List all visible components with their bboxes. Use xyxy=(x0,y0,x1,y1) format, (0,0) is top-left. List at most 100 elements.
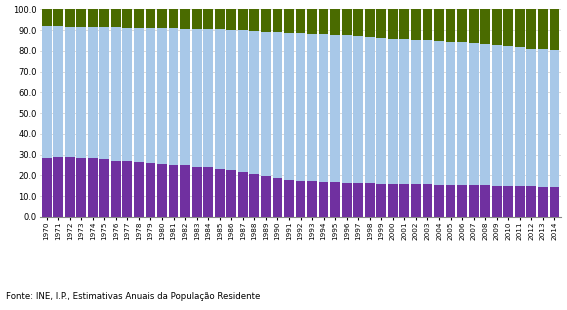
Bar xyxy=(526,49,536,186)
Bar xyxy=(249,31,259,174)
Bar xyxy=(134,9,144,28)
Bar xyxy=(134,162,144,217)
Bar xyxy=(53,26,63,157)
Bar xyxy=(388,38,397,184)
Bar xyxy=(549,187,559,217)
Bar xyxy=(342,183,352,217)
Bar xyxy=(319,9,328,34)
Bar xyxy=(400,184,409,217)
Bar xyxy=(330,35,340,182)
Bar xyxy=(226,170,236,217)
Bar xyxy=(319,182,328,217)
Bar xyxy=(249,9,259,31)
Bar xyxy=(457,185,467,217)
Bar xyxy=(88,27,98,158)
Bar xyxy=(330,9,340,35)
Bar xyxy=(400,39,409,184)
Bar xyxy=(549,50,559,187)
Bar xyxy=(157,28,167,164)
Bar xyxy=(261,176,271,217)
Bar xyxy=(273,9,282,32)
Bar xyxy=(365,9,375,37)
Bar xyxy=(77,27,86,157)
Bar xyxy=(226,30,236,170)
Bar xyxy=(261,9,271,32)
Bar xyxy=(295,181,306,217)
Bar xyxy=(503,46,513,186)
Bar xyxy=(111,27,121,161)
Bar xyxy=(204,29,213,167)
Bar xyxy=(307,9,317,33)
Bar xyxy=(526,9,536,49)
Bar xyxy=(111,161,121,217)
Bar xyxy=(99,159,109,217)
Bar xyxy=(492,186,502,217)
Bar xyxy=(111,9,121,27)
Bar xyxy=(400,9,409,39)
Bar xyxy=(342,9,352,35)
Bar xyxy=(538,9,548,49)
Bar xyxy=(434,41,444,184)
Bar xyxy=(192,9,201,29)
Bar xyxy=(469,185,479,217)
Bar xyxy=(238,30,248,172)
Bar xyxy=(353,9,363,36)
Bar xyxy=(446,42,455,185)
Bar xyxy=(446,9,455,42)
Bar xyxy=(134,28,144,162)
Bar xyxy=(434,9,444,41)
Bar xyxy=(273,178,282,217)
Bar xyxy=(204,167,213,217)
Bar xyxy=(284,179,294,217)
Bar xyxy=(122,9,132,28)
Bar xyxy=(157,9,167,28)
Bar xyxy=(146,163,155,217)
Bar xyxy=(168,29,179,165)
Bar xyxy=(192,166,201,217)
Bar xyxy=(365,183,375,217)
Bar xyxy=(168,165,179,217)
Bar xyxy=(538,49,548,187)
Bar xyxy=(503,186,513,217)
Bar xyxy=(42,9,52,26)
Bar xyxy=(480,44,490,185)
Bar xyxy=(215,9,225,29)
Bar xyxy=(446,185,455,217)
Bar xyxy=(492,45,502,186)
Bar xyxy=(99,9,109,27)
Bar xyxy=(353,36,363,183)
Bar xyxy=(457,42,467,185)
Bar xyxy=(122,28,132,161)
Bar xyxy=(330,182,340,217)
Bar xyxy=(319,34,328,182)
Bar xyxy=(307,33,317,181)
Bar xyxy=(53,9,63,26)
Bar xyxy=(53,157,63,217)
Bar xyxy=(434,184,444,217)
Bar xyxy=(65,157,75,217)
Bar xyxy=(146,28,155,163)
Bar xyxy=(295,9,306,33)
Text: Fonte: INE, I.P., Estimativas Anuais da População Residente: Fonte: INE, I.P., Estimativas Anuais da … xyxy=(6,292,260,301)
Bar xyxy=(238,172,248,217)
Bar xyxy=(422,41,433,184)
Bar xyxy=(273,32,282,178)
Bar xyxy=(480,9,490,44)
Bar xyxy=(422,184,433,217)
Bar xyxy=(215,29,225,169)
Bar xyxy=(284,33,294,179)
Bar xyxy=(526,186,536,217)
Bar xyxy=(180,166,190,217)
Bar xyxy=(388,184,397,217)
Bar xyxy=(42,158,52,217)
Bar xyxy=(295,33,306,181)
Bar xyxy=(376,9,386,38)
Bar xyxy=(492,9,502,45)
Bar xyxy=(353,183,363,217)
Bar xyxy=(549,9,559,50)
Bar xyxy=(503,9,513,46)
Bar xyxy=(180,9,190,29)
Bar xyxy=(515,186,524,217)
Bar xyxy=(342,35,352,183)
Bar xyxy=(307,181,317,217)
